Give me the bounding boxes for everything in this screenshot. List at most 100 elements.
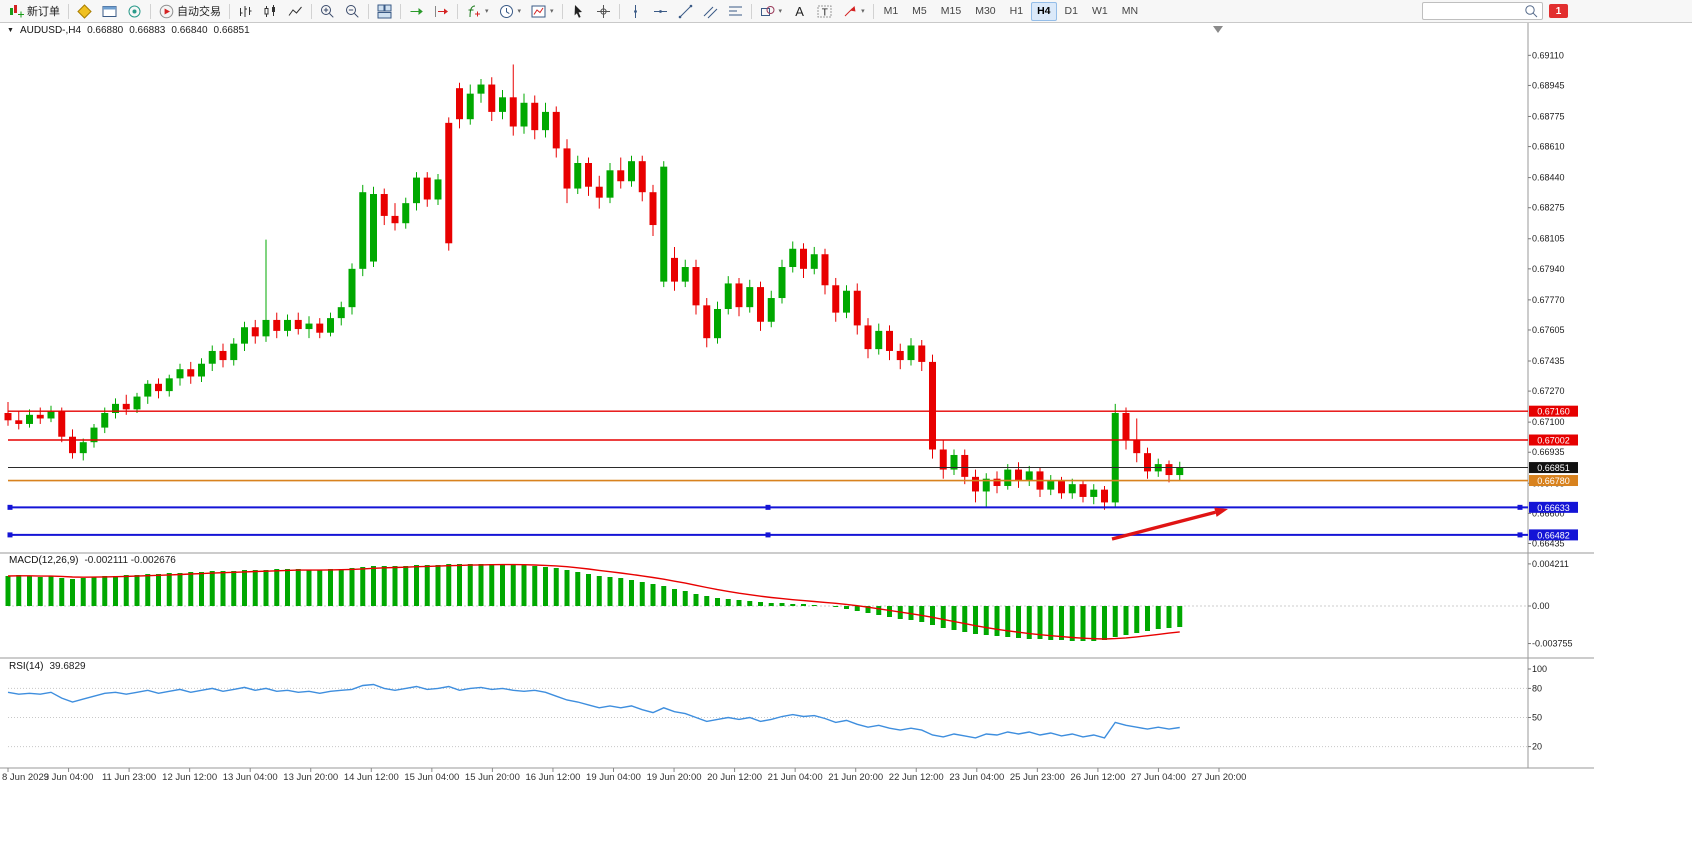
candle-body — [499, 97, 506, 112]
price-tick-label: 0.69110 — [1532, 50, 1564, 60]
metaeditor-button[interactable] — [73, 2, 96, 21]
macd-axis-label: -0.003755 — [1532, 639, 1573, 649]
timeframe-m5-button[interactable]: M5 — [906, 2, 933, 21]
candle-body — [1144, 453, 1151, 472]
shapes-button[interactable]: ▾ — [756, 2, 787, 21]
price-tick-label: 0.68945 — [1532, 80, 1565, 90]
search-input[interactable] — [1426, 4, 1522, 18]
indicators-button[interactable]: ▾ — [462, 2, 493, 21]
collapse-icon[interactable]: ▼ — [7, 27, 14, 34]
macd-histogram-bar — [1005, 606, 1011, 637]
label-button[interactable]: T — [813, 2, 836, 21]
search-icon[interactable] — [1524, 4, 1539, 19]
rsi-value: 39.6829 — [49, 661, 86, 672]
tile-icon — [377, 4, 392, 19]
candle-body — [101, 413, 109, 428]
tile-windows-button[interactable] — [373, 2, 396, 21]
line-handle[interactable] — [7, 504, 13, 510]
autotrade-icon — [159, 4, 174, 19]
line-handle[interactable] — [7, 532, 13, 538]
macd-histogram-bar — [489, 564, 495, 606]
macd-histogram-bar — [940, 606, 946, 628]
macd-histogram-bar — [532, 566, 538, 606]
chart-shift-button[interactable] — [430, 2, 453, 21]
arrow-shaft[interactable] — [1111, 510, 1216, 541]
macd-histogram-bar — [715, 598, 720, 606]
text-button[interactable]: A — [788, 2, 811, 21]
macd-histogram-bar — [607, 577, 613, 606]
macd-histogram-bar — [188, 572, 194, 606]
macd-histogram-bar — [209, 571, 215, 606]
line-handle[interactable] — [1517, 532, 1523, 538]
timeframe-h1-button[interactable]: H1 — [1004, 2, 1029, 21]
hline-button[interactable] — [649, 2, 672, 21]
zoom-in-button[interactable] — [316, 2, 339, 21]
chart-shift-marker-icon[interactable] — [1213, 26, 1223, 33]
macd-histogram-bar — [145, 574, 151, 606]
candle-body — [219, 350, 227, 361]
line-chart-button[interactable] — [284, 2, 307, 21]
ohlc-close: 0.66851 — [213, 25, 250, 36]
time-tick-label: 23 Jun 04:00 — [949, 772, 1004, 783]
timeframe-mn-button[interactable]: MN — [1116, 2, 1144, 21]
notification-badge[interactable]: 1 — [1549, 4, 1568, 18]
macd-histogram-bar — [48, 576, 54, 606]
line-handle[interactable] — [1517, 504, 1523, 510]
candle-body — [843, 290, 850, 313]
candlestick-chart-button[interactable] — [259, 2, 282, 21]
channel-icon — [703, 4, 718, 19]
search-box[interactable] — [1422, 2, 1543, 20]
timeframe-m15-button[interactable]: M15 — [935, 2, 967, 21]
arrows-button[interactable]: ▾ — [838, 2, 869, 21]
data-window-button[interactable] — [123, 2, 146, 21]
macd-histogram-bar — [682, 591, 688, 606]
fibonacci-button[interactable] — [724, 2, 747, 21]
time-tick-label: 26 Jun 12:00 — [1070, 772, 1125, 783]
macd-histogram-bar — [59, 578, 65, 606]
time-tick-label: 22 Jun 12:00 — [889, 772, 944, 783]
timeframe-m1-button[interactable]: M1 — [878, 2, 905, 21]
timeframe-m30-button[interactable]: M30 — [969, 2, 1001, 21]
timeframe-w1-button[interactable]: W1 — [1086, 2, 1114, 21]
channel-button[interactable] — [699, 2, 722, 21]
cursor-button[interactable] — [567, 2, 590, 21]
time-tick-label: 14 Jun 12:00 — [344, 772, 399, 783]
line-handle[interactable] — [765, 532, 771, 538]
time-tick-label: 9 Jun 04:00 — [44, 772, 94, 783]
macd-histogram-bar — [80, 578, 86, 606]
crosshair-button[interactable] — [592, 2, 615, 21]
price-badge-label: 0.66482 — [1537, 530, 1570, 540]
new-order-button[interactable]: 新订单 — [5, 2, 64, 21]
timeframe-h4-button[interactable]: H4 — [1031, 1, 1057, 21]
candle-body — [1101, 489, 1108, 503]
candle-body — [327, 318, 334, 333]
candle-body — [305, 323, 313, 330]
rsi-axis-label: 80 — [1532, 683, 1542, 693]
trend-arrow-annotation[interactable] — [1111, 507, 1228, 541]
clock-icon — [499, 4, 514, 19]
macd-histogram-bar — [102, 576, 108, 606]
macd-panel: 0.004211 0.00 -0.003755 — [5, 559, 1573, 649]
autotrading-button[interactable]: 自动交易 — [155, 2, 225, 21]
vline-button[interactable] — [624, 2, 647, 21]
zoom-out-button[interactable] — [341, 2, 364, 21]
bar-chart-button[interactable] — [234, 2, 257, 21]
candle-body — [359, 192, 367, 269]
periods-button[interactable]: ▾ — [495, 2, 526, 21]
macd-histogram-bar — [91, 577, 97, 606]
chart-background — [0, 22, 1692, 844]
candle-body — [907, 345, 915, 361]
line-handle[interactable] — [765, 504, 771, 510]
timeframe-d1-button[interactable]: D1 — [1059, 2, 1084, 21]
arrow-head-icon[interactable] — [1214, 507, 1228, 517]
auto-scroll-button[interactable] — [405, 2, 428, 21]
crosshair-icon — [596, 4, 611, 19]
templates-button[interactable]: ▾ — [527, 2, 558, 21]
toolbar-separator — [457, 3, 458, 19]
time-tick-label: 21 Jun 20:00 — [828, 772, 883, 783]
time-tick-label: 11 Jun 23:00 — [102, 772, 156, 783]
market-watch-button[interactable] — [98, 2, 121, 21]
trendline-button[interactable] — [674, 2, 697, 21]
